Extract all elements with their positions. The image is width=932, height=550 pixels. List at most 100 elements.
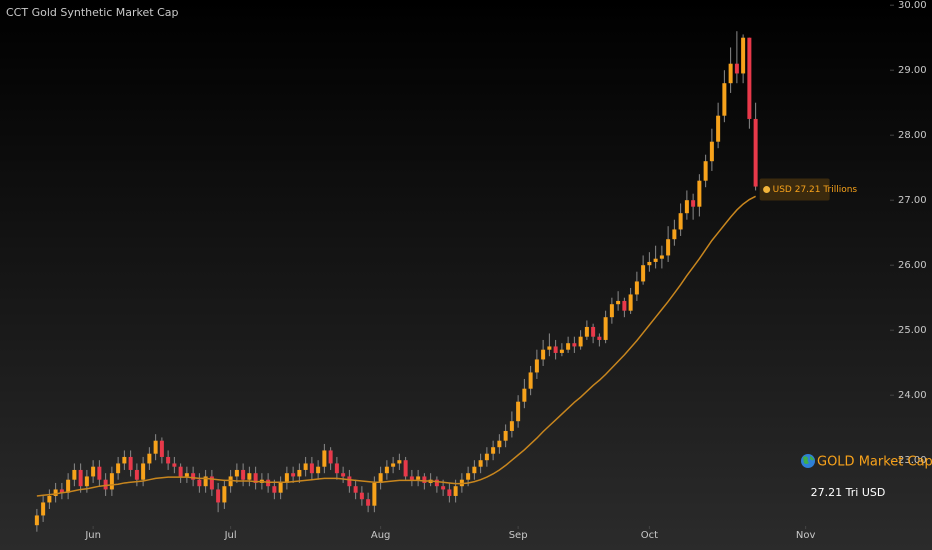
candle-body	[422, 476, 427, 483]
candle-body	[634, 281, 639, 295]
candle-body	[197, 479, 202, 487]
candle-body	[122, 456, 127, 464]
y-tick-label: 28.00	[898, 130, 927, 141]
price-label-box	[759, 178, 830, 201]
plot-area: 23.00 24.00 25.00 26.00 27.00 28.00 29.00 30.00…	[34, 0, 927, 541]
candle-body	[241, 469, 246, 480]
globe-icon	[801, 454, 815, 468]
candle-body	[159, 440, 164, 457]
candle-body	[291, 473, 296, 477]
candle-body	[672, 229, 677, 240]
candle-body	[153, 440, 158, 454]
candle-body	[216, 489, 221, 503]
y-tick-label: 29.00	[898, 65, 927, 76]
candle-body	[391, 463, 396, 467]
globe-land	[803, 456, 814, 464]
candle-body	[497, 440, 502, 448]
candle-body	[278, 482, 283, 493]
candle-body	[709, 141, 714, 162]
candle-body	[678, 213, 683, 230]
candle-body	[378, 473, 383, 483]
candle-body	[603, 317, 608, 340]
candle-body	[66, 479, 71, 493]
candle-body	[647, 261, 652, 266]
candle-body	[59, 489, 64, 493]
candle-body	[472, 466, 477, 474]
candle-body	[716, 115, 721, 142]
candle-body	[203, 476, 208, 487]
candle-body	[128, 456, 133, 470]
y-tick-label: 23.00	[898, 455, 927, 466]
candle-body	[366, 499, 371, 506]
candle-body	[84, 476, 89, 487]
candle-body	[566, 343, 571, 350]
candle-body	[691, 200, 696, 207]
candle-body	[478, 460, 483, 467]
candle-body	[509, 421, 514, 431]
candle-body	[172, 463, 177, 467]
x-tick-label: Jul	[224, 530, 237, 541]
candle-body	[616, 300, 621, 305]
candle-body	[572, 343, 577, 347]
candle-body	[528, 372, 533, 389]
candle-body	[741, 37, 746, 74]
candle-body	[641, 265, 646, 282]
candle-body	[247, 473, 252, 480]
candle-body	[184, 473, 189, 477]
candle-body	[234, 469, 239, 477]
candle-body	[78, 469, 83, 487]
y-tick-label: 24.00	[898, 390, 927, 401]
info-title: GOLD Market Cap	[817, 455, 932, 470]
candle-body	[109, 473, 114, 490]
price-label-text: USD 27.21 Trillions	[773, 185, 858, 195]
candle-body	[578, 336, 583, 347]
candle-body	[147, 453, 152, 464]
candle-body	[303, 463, 308, 470]
candle-body	[559, 349, 564, 353]
candle-body	[534, 359, 539, 373]
candle-body	[297, 469, 302, 477]
candle-body	[166, 456, 171, 464]
candle-body	[191, 473, 196, 480]
candle-body	[41, 502, 46, 516]
candle-body	[47, 495, 52, 503]
candle-body	[141, 463, 146, 480]
candle-body	[434, 479, 439, 487]
candle-body	[91, 466, 96, 477]
candle-body	[441, 486, 446, 490]
candle-body	[628, 294, 633, 311]
candle-body	[659, 255, 664, 259]
candle-body	[584, 326, 589, 337]
candle-body	[403, 460, 408, 477]
candle-body	[341, 473, 346, 477]
y-tick-label: 26.00	[898, 260, 927, 271]
candle-body	[178, 466, 183, 477]
candle-body	[522, 388, 527, 402]
candle-body	[728, 63, 733, 84]
candle-body	[734, 63, 739, 74]
x-tick-label: Nov	[796, 530, 816, 541]
candle-body	[697, 180, 702, 207]
x-tick-label: Aug	[371, 530, 391, 541]
candle-body	[516, 401, 521, 422]
candle-body	[322, 450, 327, 467]
candle-body	[284, 473, 289, 483]
candle-body	[347, 476, 352, 487]
candle-body	[416, 476, 421, 480]
candle-body	[53, 489, 58, 496]
candle-body	[503, 430, 508, 441]
candle-body	[328, 450, 333, 464]
candle-body	[103, 479, 108, 490]
candle-body	[359, 492, 364, 500]
moving-average	[36, 195, 756, 497]
candle-body	[466, 473, 471, 480]
y-tick-label: 30.00	[898, 0, 927, 11]
candle-body	[453, 486, 458, 496]
candle-body	[553, 346, 558, 353]
y-tick-label: 27.00	[898, 195, 927, 206]
candle-body	[222, 486, 227, 503]
candle-body	[666, 239, 671, 256]
candle-body	[722, 83, 727, 116]
candle-body	[34, 515, 39, 526]
